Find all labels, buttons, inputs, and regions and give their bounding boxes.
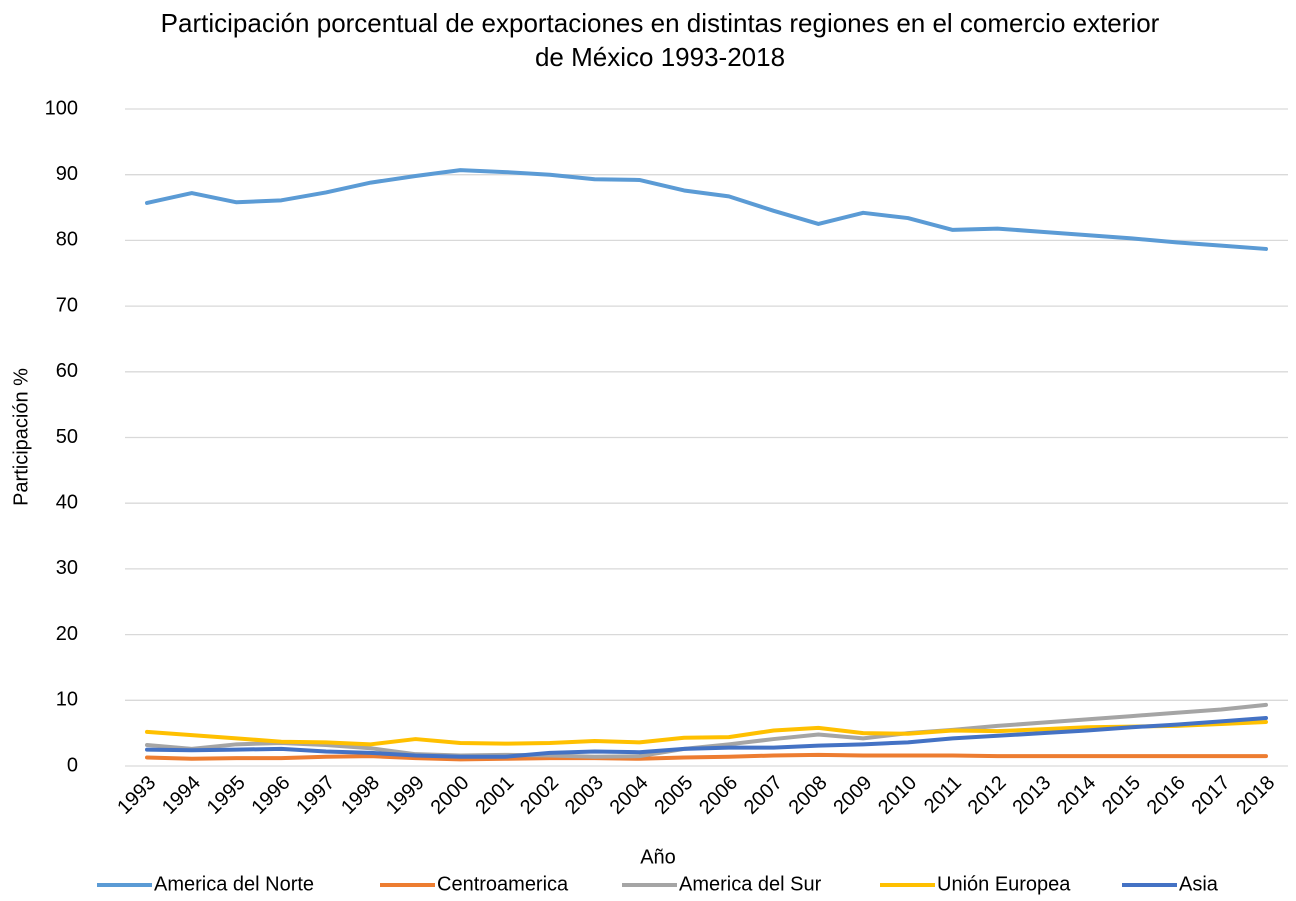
legend-label: Centroamerica [437, 873, 569, 895]
y-tick-label: 100 [45, 97, 78, 119]
x-tick-label: 2008 [785, 772, 832, 819]
x-tick-label: 2012 [964, 772, 1011, 819]
y-axis-title: Participación % [10, 368, 32, 506]
x-tick-label: 1993 [113, 772, 160, 819]
x-axis-title: Año [640, 846, 676, 868]
y-tick-label: 20 [56, 623, 78, 645]
x-tick-label: 2017 [1187, 772, 1234, 819]
x-tick-label: 2007 [740, 772, 787, 819]
series-line [145, 752, 1268, 762]
y-tick-label: 0 [67, 754, 78, 776]
legend-label: America del Norte [154, 873, 314, 895]
y-tick-label: 40 [56, 491, 78, 513]
x-tick-label: 2010 [874, 772, 921, 819]
x-tick-label: 2004 [606, 772, 653, 819]
y-tick-label: 90 [56, 163, 78, 185]
x-tick-label: 2003 [561, 772, 608, 819]
x-tick-label: 2013 [1008, 772, 1055, 819]
x-tick-label: 2005 [650, 772, 697, 819]
x-tick-label: 2001 [471, 772, 518, 819]
x-tick-label: 2016 [1143, 772, 1190, 819]
x-tick-label: 2011 [920, 772, 966, 818]
x-tick-label: 1995 [203, 772, 250, 819]
chart-title: Participación porcentual de exportacione… [160, 8, 1160, 72]
x-tick-label: 2000 [427, 772, 474, 819]
series-line [145, 716, 1268, 759]
x-tick-label: 2015 [1098, 772, 1145, 819]
x-tick-label: 2006 [695, 772, 742, 819]
legend-label: Asia [1179, 873, 1219, 895]
legend-label: America del Sur [679, 873, 822, 895]
x-tick-label: 2014 [1053, 772, 1100, 819]
y-tick-label: 10 [56, 689, 78, 711]
y-tick-label: 30 [56, 557, 78, 579]
x-tick-label: 2009 [829, 772, 876, 819]
x-tick-label: 1997 [292, 772, 339, 819]
series-line [145, 168, 1268, 251]
legend-label: Unión Europea [937, 873, 1071, 895]
y-tick-label: 80 [56, 229, 78, 251]
x-tick-label: 1998 [337, 772, 384, 819]
series-line [145, 719, 1268, 747]
x-tick-label: 1994 [158, 772, 205, 819]
y-tick-label: 70 [56, 294, 78, 316]
x-tick-label: 1996 [248, 772, 295, 819]
y-tick-label: 60 [56, 360, 78, 382]
x-tick-label: 2018 [1232, 772, 1279, 819]
x-tick-label: 2002 [516, 772, 563, 819]
y-tick-label: 50 [56, 426, 78, 448]
x-tick-label: 1999 [382, 772, 429, 819]
